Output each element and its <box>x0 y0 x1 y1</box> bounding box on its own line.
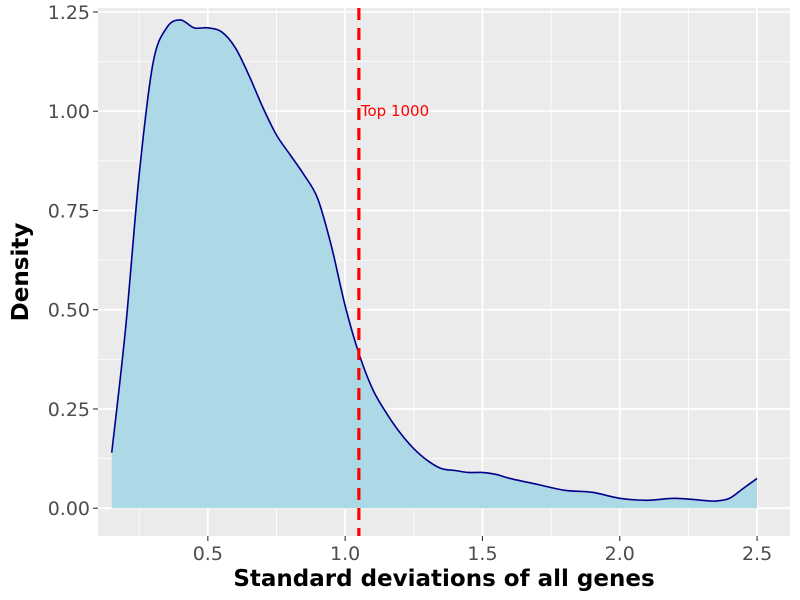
y-axis-title: Density <box>8 223 34 322</box>
y-tick-label: 1.25 <box>48 2 90 24</box>
x-tick-label: 2.0 <box>605 543 635 565</box>
y-axis-ticks: 0.00 0.25 0.50 0.75 1.00 1.25 <box>48 2 98 520</box>
x-tick-label: 2.5 <box>742 543 772 565</box>
y-tick-label: 0.25 <box>48 399 90 421</box>
threshold-label: Top 1000 <box>360 102 429 120</box>
x-tick-label: 1.0 <box>330 543 360 565</box>
x-tick-label: 0.5 <box>193 543 223 565</box>
y-tick-label: 0.00 <box>48 498 90 520</box>
density-area <box>111 19 758 509</box>
density-line <box>110 19 758 502</box>
y-tick-label: 1.00 <box>48 101 90 123</box>
x-axis-ticks: 0.5 1.0 1.5 2.0 2.5 <box>193 536 772 565</box>
x-axis-title: Standard deviations of all genes <box>233 566 654 592</box>
x-tick-label: 1.5 <box>467 543 497 565</box>
y-tick-label: 0.50 <box>48 300 90 322</box>
y-tick-label: 0.75 <box>48 200 90 222</box>
